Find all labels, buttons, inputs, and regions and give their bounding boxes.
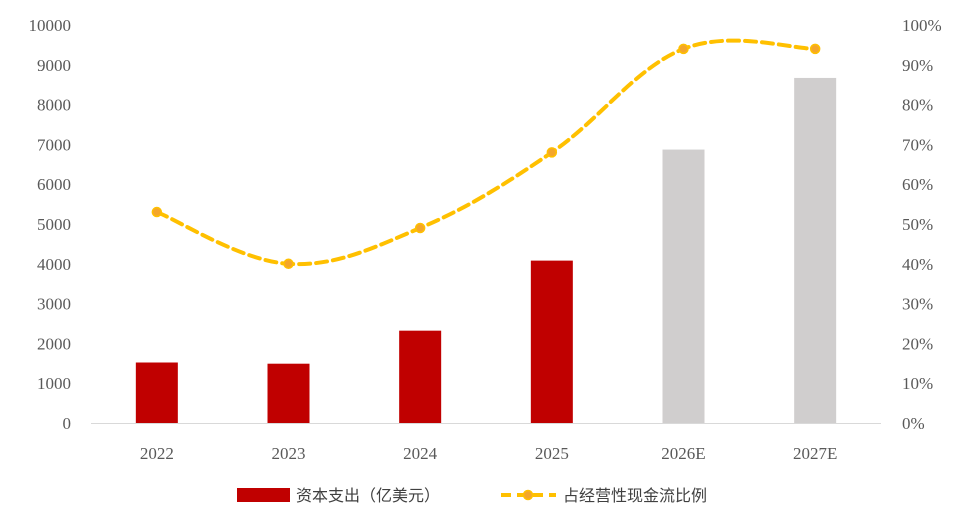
left-tick-label: 5000 bbox=[37, 215, 71, 234]
right-tick-label: 30% bbox=[902, 295, 933, 314]
bar bbox=[399, 330, 442, 423]
left-tick-label: 8000 bbox=[37, 96, 71, 115]
right-tick-label: 40% bbox=[902, 255, 933, 274]
x-tick-label: 2024 bbox=[403, 444, 438, 463]
line-path bbox=[154, 38, 818, 267]
right-tick-label: 0% bbox=[902, 414, 925, 433]
line-point bbox=[546, 147, 558, 158]
left-tick-label: 10000 bbox=[29, 16, 72, 35]
left-tick-label: 7000 bbox=[37, 135, 71, 154]
bar bbox=[267, 363, 310, 423]
right-axis-ticks: 0% 10% 20% 30% 40% 50% 60% 70% 80% 90% 100% bbox=[902, 16, 942, 433]
bar bbox=[794, 77, 837, 424]
left-axis-ticks: 0 1000 2000 3000 4000 5000 6000 7000 8000 9000 100… bbox=[29, 16, 72, 433]
left-tick-label: 9000 bbox=[37, 56, 71, 75]
left-tick-label: 0 bbox=[63, 414, 72, 433]
line-point bbox=[283, 258, 294, 270]
line-point bbox=[151, 206, 163, 218]
x-tick-label: 2026E bbox=[661, 444, 705, 463]
right-tick-label: 20% bbox=[902, 334, 933, 353]
x-axis-ticks: 2022 2023 2024 2025 2026E 2027E bbox=[140, 444, 838, 463]
line-point bbox=[678, 43, 689, 55]
x-tick-label: 2023 bbox=[272, 444, 306, 463]
legend: 资本支出（亿美元） 占经营性现金流比例 bbox=[237, 486, 707, 505]
right-tick-label: 90% bbox=[902, 56, 933, 75]
line-series bbox=[151, 38, 821, 270]
x-tick-label: 2025 bbox=[535, 444, 569, 463]
right-tick-label: 100% bbox=[902, 16, 942, 35]
legend-bar-swatch bbox=[237, 488, 290, 502]
legend-line-marker bbox=[522, 489, 534, 501]
line-point bbox=[809, 43, 821, 55]
left-tick-label: 2000 bbox=[37, 334, 71, 353]
line-point bbox=[414, 222, 426, 234]
left-tick-label: 3000 bbox=[37, 295, 71, 314]
left-tick-label: 6000 bbox=[37, 175, 71, 194]
bar bbox=[662, 149, 705, 423]
left-tick-label: 1000 bbox=[37, 374, 71, 393]
right-tick-label: 60% bbox=[902, 175, 933, 194]
x-tick-label: 2022 bbox=[140, 444, 174, 463]
right-tick-label: 80% bbox=[902, 96, 933, 115]
bar bbox=[135, 362, 178, 423]
right-tick-label: 10% bbox=[902, 374, 933, 393]
bar bbox=[530, 260, 573, 423]
x-tick-label: 2027E bbox=[793, 444, 837, 463]
legend-label-line: 占经营性现金流比例 bbox=[563, 486, 707, 505]
left-tick-label: 4000 bbox=[37, 255, 71, 274]
right-tick-label: 50% bbox=[902, 215, 933, 234]
legend-label-bars: 资本支出（亿美元） bbox=[296, 486, 440, 505]
bar-series bbox=[135, 77, 837, 424]
right-tick-label: 70% bbox=[902, 135, 933, 154]
